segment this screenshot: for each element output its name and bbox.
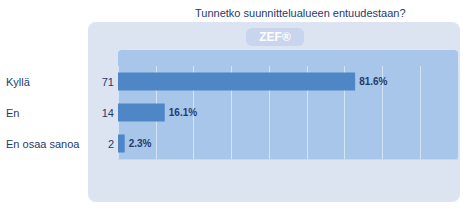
svg-text:En: En [6, 107, 19, 119]
svg-text:16.1%: 16.1% [169, 107, 197, 118]
svg-text:ZEF®: ZEF® [259, 30, 291, 44]
svg-text:81.6%: 81.6% [359, 76, 387, 87]
svg-text:Tunnetko suunnittelualueen ent: Tunnetko suunnittelualueen entuudestaan? [195, 7, 406, 19]
svg-text:14: 14 [102, 107, 114, 119]
svg-text:En osaa sanoa: En osaa sanoa [6, 138, 80, 150]
svg-text:Kyllä: Kyllä [6, 76, 31, 88]
svg-text:71: 71 [102, 76, 114, 88]
svg-text:2.3%: 2.3% [129, 138, 152, 149]
svg-text:2: 2 [108, 138, 114, 150]
